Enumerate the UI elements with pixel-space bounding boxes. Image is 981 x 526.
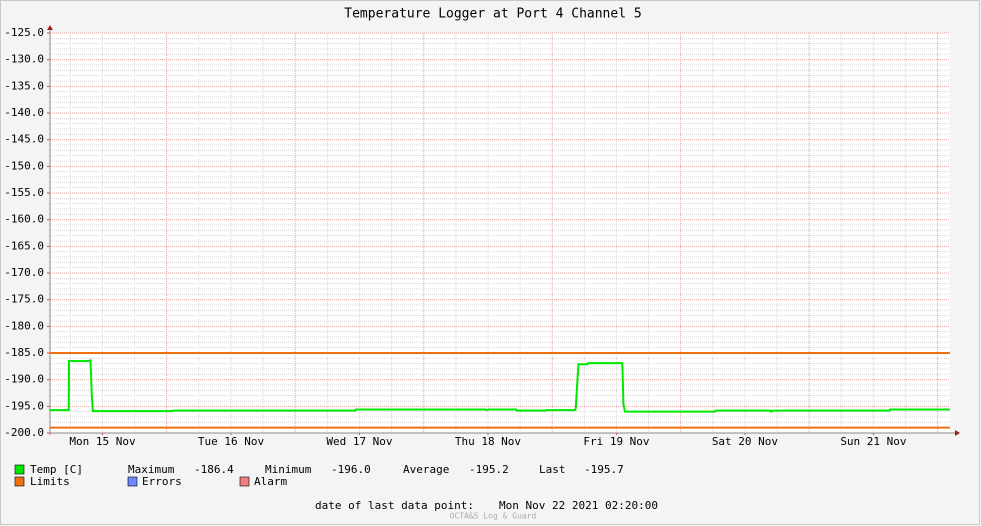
legend-label: Temp [C]: [30, 463, 83, 476]
y-tick-label: -130.0: [4, 53, 44, 66]
y-tick-label: -155.0: [4, 186, 44, 199]
x-tick-label: Wed 17 Nov: [326, 435, 393, 448]
legend-swatch: [14, 464, 25, 475]
legend-label: Alarm: [254, 475, 287, 488]
stat-value: -186.4: [194, 463, 234, 476]
x-tick-label: Sun 21 Nov: [840, 435, 907, 448]
stat-value: -196.0: [331, 463, 371, 476]
y-tick-label: -140.0: [4, 106, 44, 119]
y-tick-label: -175.0: [4, 293, 44, 306]
footer-value: Mon Nov 22 2021 02:20:00: [499, 499, 658, 512]
y-arrow: [47, 25, 53, 30]
x-tick-label: Fri 19 Nov: [583, 435, 650, 448]
y-tick-label: -165.0: [4, 239, 44, 252]
stat-value: -195.7: [584, 463, 624, 476]
y-tick-label: -185.0: [4, 346, 44, 359]
x-tick-label: Sat 20 Nov: [712, 435, 779, 448]
x-tick-label: Mon 15 Nov: [69, 435, 136, 448]
x-tick-label: Thu 18 Nov: [455, 435, 522, 448]
y-tick-label: -180.0: [4, 319, 44, 332]
marks: [50, 352, 950, 429]
x-arrow: [955, 430, 960, 436]
labels: -200.0 -195.0 -190.0 -185.0 -180.0 -175.0 -170…: [4, 26, 907, 521]
legend-label: Limits: [30, 475, 70, 488]
legend-swatch: [127, 476, 138, 487]
watermark: OCTA&S Log & Guard: [450, 512, 537, 521]
stat-label: Average: [403, 463, 449, 476]
y-tick-label: -160.0: [4, 213, 44, 226]
y-tick-label: -150.0: [4, 159, 44, 172]
legend-swatch: [239, 476, 250, 487]
x-tick-label: Tue 16 Nov: [198, 435, 265, 448]
chart-title: Temperature Logger at Port 4 Channel 5: [344, 7, 641, 22]
plot-area: [50, 33, 950, 433]
y-tick-label: -200.0: [4, 426, 44, 439]
grid: [47, 25, 960, 436]
legend-label: Errors: [142, 475, 182, 488]
stat-label: Minimum: [265, 463, 312, 476]
y-tick-label: -190.0: [4, 373, 44, 386]
stat-value: -195.2: [469, 463, 509, 476]
y-tick-label: -125.0: [4, 26, 44, 39]
legend-swatch: [14, 476, 25, 487]
y-tick-label: -145.0: [4, 133, 44, 146]
y-tick-label: -195.0: [4, 399, 44, 412]
stat-label: Last: [539, 463, 566, 476]
y-tick-label: -170.0: [4, 266, 44, 279]
y-tick-label: -135.0: [4, 79, 44, 92]
stat-label: Maximum: [128, 463, 175, 476]
footer-label: date of last data point:: [315, 499, 474, 512]
series-line: [50, 359, 950, 414]
